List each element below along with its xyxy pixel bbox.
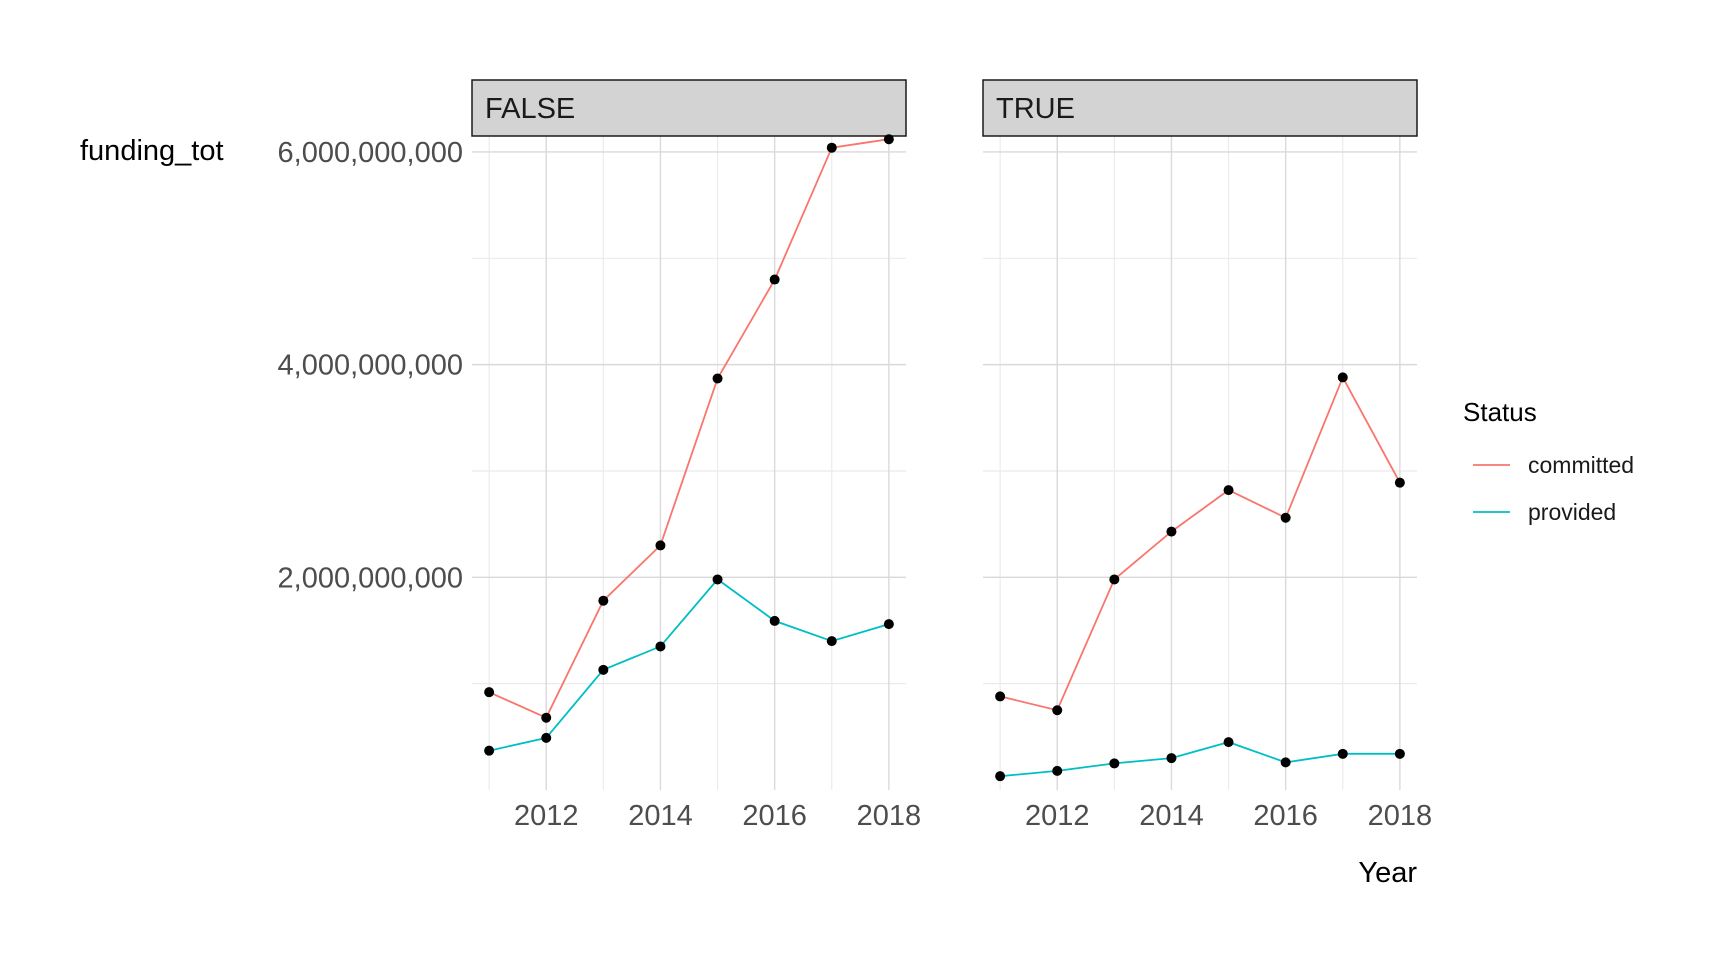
data-point-provided bbox=[1166, 753, 1177, 764]
data-point-committed bbox=[1394, 477, 1405, 488]
data-point-provided bbox=[1223, 737, 1234, 748]
data-point-committed bbox=[484, 687, 495, 698]
data-point-provided bbox=[1337, 748, 1348, 759]
facet-strip-label: FALSE bbox=[485, 93, 575, 125]
data-point-committed bbox=[769, 274, 780, 285]
y-tick-label: 4,000,000,000 bbox=[278, 350, 463, 382]
data-point-committed bbox=[883, 134, 894, 145]
data-point-committed bbox=[995, 691, 1006, 702]
x-tick-label: 2016 bbox=[1253, 800, 1318, 832]
y-tick-label: 6,000,000,000 bbox=[278, 137, 463, 169]
facet-strip bbox=[982, 79, 1418, 137]
y-axis-title: funding_tot bbox=[80, 135, 224, 167]
x-tick-label: 2018 bbox=[1368, 800, 1433, 832]
data-point-committed bbox=[1109, 574, 1120, 585]
data-point-committed bbox=[1166, 526, 1177, 537]
y-tick-label: 2,000,000,000 bbox=[278, 562, 463, 594]
data-point-provided bbox=[883, 619, 894, 630]
x-axis-title: Year bbox=[1358, 857, 1417, 889]
legend-label: committed bbox=[1528, 452, 1634, 478]
data-point-provided bbox=[598, 664, 609, 675]
x-tick-label: 2012 bbox=[1025, 800, 1090, 832]
data-point-provided bbox=[995, 771, 1006, 782]
x-tick-label: 2014 bbox=[1139, 800, 1204, 832]
x-tick-label: 2014 bbox=[628, 800, 693, 832]
data-point-committed bbox=[1223, 485, 1234, 496]
data-point-provided bbox=[1109, 758, 1120, 769]
series-line-committed bbox=[488, 138, 890, 719]
data-point-provided bbox=[1394, 748, 1405, 759]
data-point-provided bbox=[826, 636, 837, 647]
data-point-committed bbox=[655, 540, 666, 551]
data-point-committed bbox=[712, 373, 723, 384]
x-tick-label: 2016 bbox=[742, 800, 807, 832]
data-point-committed bbox=[826, 142, 837, 153]
x-tick-label: 2018 bbox=[857, 800, 922, 832]
legend-label: provided bbox=[1528, 499, 1616, 525]
data-point-provided bbox=[655, 641, 666, 652]
facet-strip-label: TRUE bbox=[996, 93, 1075, 125]
data-point-committed bbox=[1280, 512, 1291, 523]
series-line-committed bbox=[999, 375, 1401, 712]
data-point-provided bbox=[712, 574, 723, 585]
data-point-provided bbox=[1280, 757, 1291, 768]
data-point-provided bbox=[484, 745, 495, 756]
data-point-committed bbox=[541, 712, 552, 723]
data-point-provided bbox=[1052, 765, 1063, 776]
data-point-provided bbox=[769, 615, 780, 626]
x-tick-label: 2012 bbox=[514, 800, 579, 832]
series-line-provided bbox=[488, 578, 890, 752]
facet-strip bbox=[471, 79, 907, 137]
legend-title: Status bbox=[1463, 397, 1537, 427]
data-point-committed bbox=[598, 595, 609, 606]
data-point-provided bbox=[541, 732, 552, 743]
data-point-committed bbox=[1052, 705, 1063, 716]
series-line-provided bbox=[1000, 741, 1400, 778]
data-point-committed bbox=[1337, 372, 1348, 383]
